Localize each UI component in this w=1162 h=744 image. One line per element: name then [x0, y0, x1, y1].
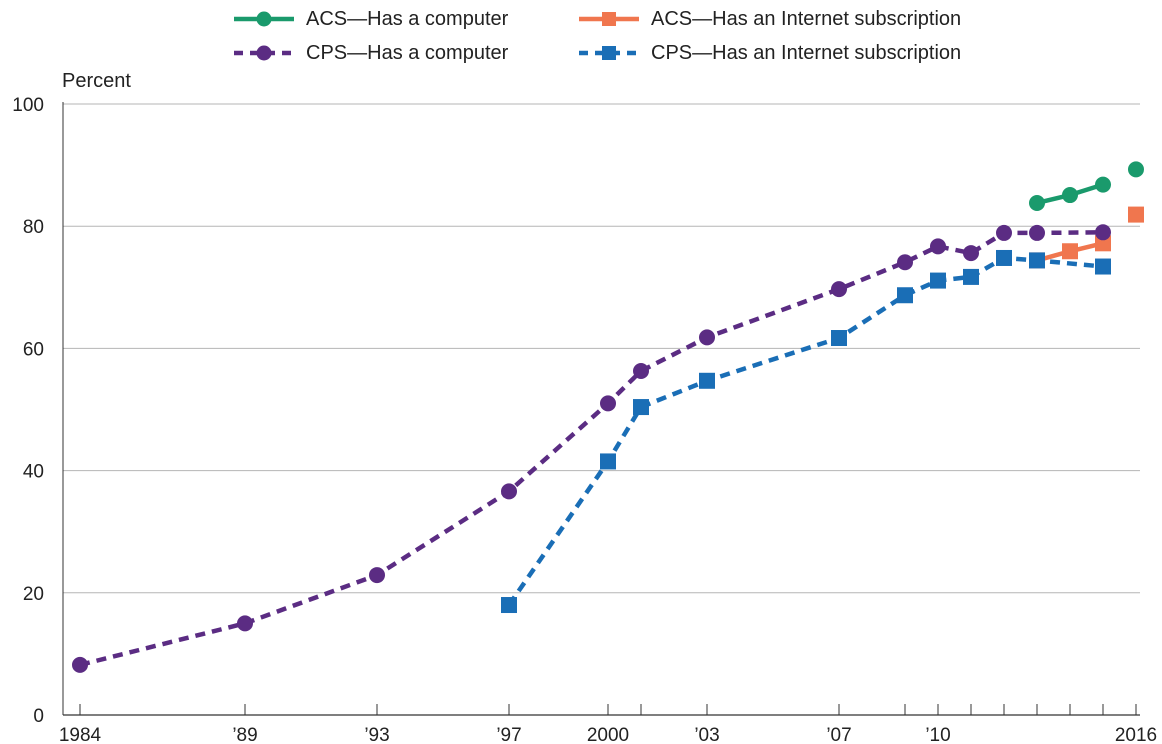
x-tick-label-2003: ’03 — [694, 725, 719, 744]
x-tick-label-2007: ’07 — [826, 725, 851, 744]
point-cps-has-a-computer-2012 — [996, 224, 1012, 241]
point-cps-has-a-computer-2010 — [930, 238, 946, 255]
point-cps-has-an-internet-subscription-2013 — [1029, 252, 1045, 269]
y-tick-label-20: 20 — [23, 584, 44, 605]
point-cps-has-a-computer-2009 — [897, 254, 913, 271]
point-cps-has-an-internet-subscription-2000 — [600, 453, 616, 470]
point-cps-has-a-computer-1997 — [501, 483, 517, 500]
point-cps-has-an-internet-subscription-2011 — [963, 268, 979, 285]
legend-swatch-cps-computer — [234, 45, 294, 61]
legend: ACS—Has a computer ACS—Has an Internet s… — [232, 6, 1037, 66]
y-tick-label-80: 80 — [23, 217, 44, 238]
point-cps-has-a-computer-2013 — [1029, 224, 1045, 241]
y-tick-label-0: 0 — [33, 706, 44, 727]
y-tick-label-60: 60 — [23, 339, 44, 360]
point-cps-has-a-computer-2015 — [1095, 224, 1111, 241]
legend-label-cps-internet: CPS—Has an Internet subscription — [651, 41, 962, 64]
series-line-cps-has-a-computer — [79, 230, 1104, 668]
point-cps-has-an-internet-subscription-2003 — [699, 372, 715, 389]
point-cps-has-a-computer-1993 — [369, 567, 385, 584]
x-tick-label-1989: ’89 — [232, 725, 257, 744]
point-cps-has-a-computer-1984 — [72, 656, 88, 673]
point-cps-has-an-internet-subscription-2009 — [897, 287, 913, 304]
point-acs-has-a-computer-2013 — [1029, 194, 1045, 211]
point-cps-has-a-computer-2001 — [633, 363, 649, 380]
x-tick-label-2010: ’10 — [925, 725, 950, 744]
series-line-cps-has-an-internet-subscription — [507, 255, 1104, 607]
legend-swatch-cps-internet — [579, 46, 639, 60]
legend-item-cps-computer: CPS—Has a computer — [232, 40, 577, 66]
x-tick-label-1997: ’97 — [496, 725, 521, 744]
legend-label-cps-computer: CPS—Has a computer — [306, 41, 509, 64]
point-cps-has-a-computer-2007 — [831, 281, 847, 298]
point-cps-has-an-internet-subscription-2001 — [633, 399, 649, 416]
y-tick-label-40: 40 — [23, 462, 44, 483]
x-tick-label-2016: 2016 — [1115, 725, 1157, 744]
point-acs-has-an-internet-subscription-2014 — [1062, 243, 1078, 260]
y-tick-label-100: 100 — [12, 95, 44, 116]
point-cps-has-an-internet-subscription-2010 — [930, 272, 946, 289]
x-tick-label-1984: 1984 — [59, 725, 102, 744]
point-cps-has-a-computer-2011 — [963, 245, 979, 262]
x-tick-label-2000: 2000 — [587, 725, 629, 744]
point-cps-has-an-internet-subscription-2007 — [831, 330, 847, 347]
point-cps-has-a-computer-2003 — [699, 329, 715, 346]
point-acs-has-an-internet-subscription-2015 — [1095, 235, 1111, 252]
legend-label-acs-internet: ACS—Has an Internet subscription — [651, 7, 962, 30]
legend-item-acs-internet: ACS—Has an Internet subscription — [577, 6, 1037, 32]
point-cps-has-a-computer-2000 — [600, 395, 616, 412]
point-cps-has-a-computer-1989 — [237, 615, 253, 632]
x-tick-label-1993: ’93 — [364, 725, 389, 744]
legend-swatch-acs-computer — [234, 11, 294, 27]
point-acs-has-a-computer-2016 — [1128, 161, 1144, 178]
point-acs-has-a-computer-2015 — [1095, 176, 1111, 193]
point-cps-has-an-internet-subscription-1997 — [501, 597, 517, 614]
point-acs-has-an-internet-subscription-2016 — [1128, 206, 1144, 223]
point-cps-has-an-internet-subscription-2012 — [996, 249, 1012, 266]
point-acs-has-a-computer-2014 — [1062, 187, 1078, 204]
point-cps-has-an-internet-subscription-2015 — [1095, 258, 1111, 275]
legend-label-acs-computer: ACS—Has a computer — [306, 7, 509, 30]
legend-swatch-acs-internet — [579, 12, 639, 26]
legend-item-cps-internet: CPS—Has an Internet subscription — [577, 40, 1037, 66]
legend-item-acs-computer: ACS—Has a computer — [232, 6, 577, 32]
y-axis-label: Percent — [62, 70, 131, 92]
